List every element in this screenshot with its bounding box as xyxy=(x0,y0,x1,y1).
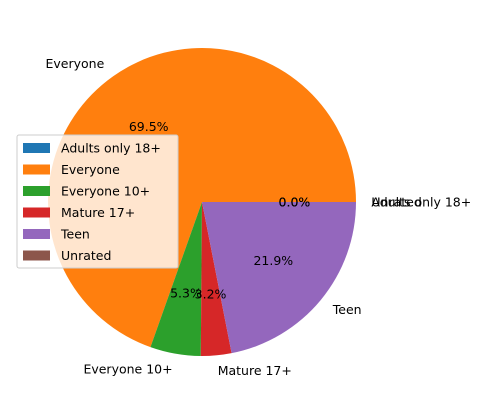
legend-label-teen: Teen xyxy=(60,227,90,242)
slice-labels: Adults only 18+ Everyone Everyone 10+ Matur… xyxy=(45,56,471,378)
legend-swatch-everyone-10 xyxy=(23,186,50,196)
slice-label-everyone: Everyone xyxy=(45,56,104,71)
slice-percent-adults-only-18: 0.0% xyxy=(279,195,311,210)
slice-label-mature-17: Mature 17+ xyxy=(218,363,292,378)
legend-swatch-unrated xyxy=(23,250,50,261)
legend-label-everyone-10: Everyone 10+ xyxy=(61,184,150,199)
slice-mature-17 xyxy=(200,202,232,356)
legend-swatch-mature-17 xyxy=(23,207,50,218)
slice-percent-teen: 21.9% xyxy=(253,253,293,268)
legend-swatch-teen xyxy=(23,229,50,239)
slice-percent-everyone-10: 5.3% xyxy=(170,285,202,300)
legend-frame xyxy=(16,134,179,269)
legend-swatch-adults-only-18 xyxy=(23,143,50,153)
slice-percent-everyone: 69.5% xyxy=(129,119,169,134)
slice-label-adults-only-18: Adults only 18+ xyxy=(371,195,471,210)
legend-label-mature-17: Mature 17+ xyxy=(61,205,135,220)
slice-label-everyone-10: Everyone 10+ xyxy=(83,361,172,376)
slice-everyone-10 xyxy=(150,202,202,356)
pie-slices xyxy=(48,48,357,356)
slice-percent-mature-17: 3.2% xyxy=(195,287,227,302)
legend-label-everyone: Everyone xyxy=(61,162,120,177)
slice-everyone xyxy=(48,48,357,348)
slice-percent-labels: 0.0%69.5%5.3%3.2%21.9%0.0% xyxy=(129,119,311,301)
slice-percent-unrated: 0.0% xyxy=(279,195,311,210)
slice-label-unrated: Unrated xyxy=(371,195,421,210)
slice-teen xyxy=(202,202,356,354)
legend: Adults only 18+ Everyone Everyone 10+ Matur… xyxy=(16,134,179,269)
slice-label-teen: Teen xyxy=(332,302,362,317)
legend-label-unrated: Unrated xyxy=(61,248,111,263)
legend-swatch-everyone xyxy=(23,164,50,175)
legend-label-adults-only-18: Adults only 18+ xyxy=(61,141,161,156)
